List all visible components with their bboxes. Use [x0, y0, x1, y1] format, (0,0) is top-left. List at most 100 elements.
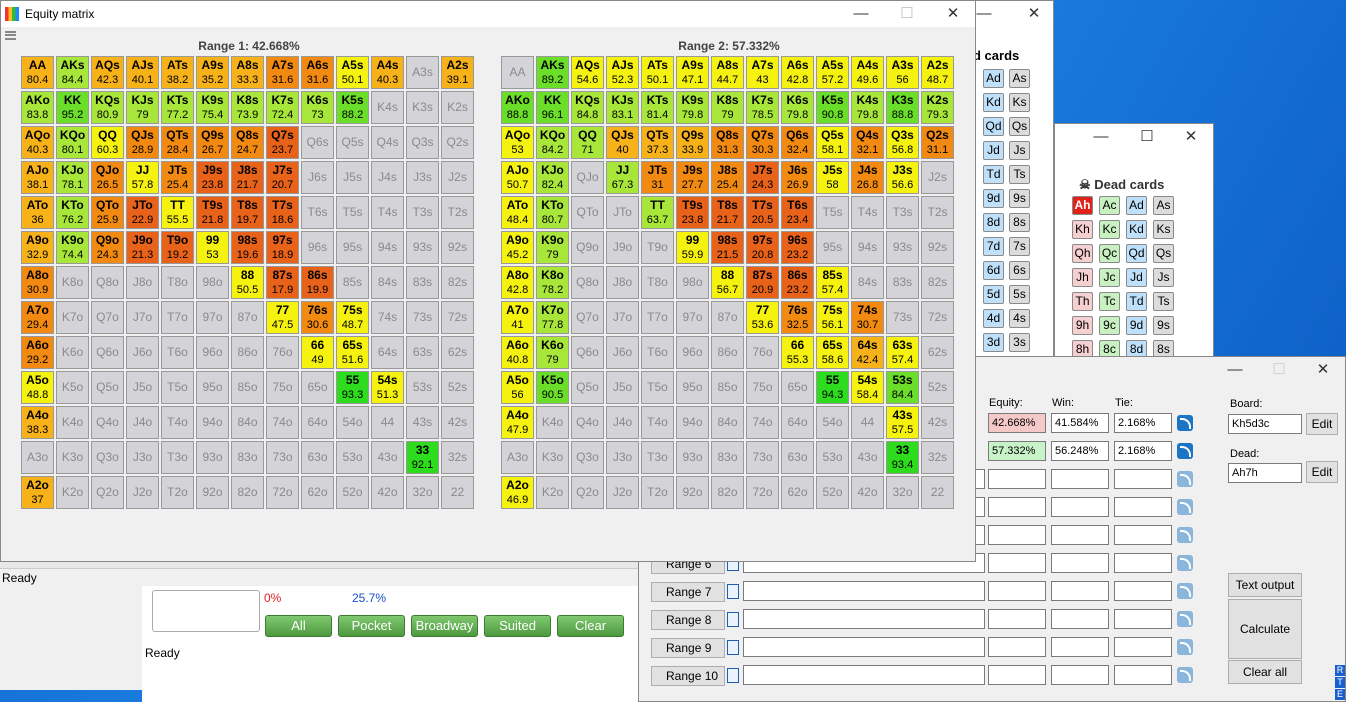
matrix-cell[interactable]: QQ 60.3 — [91, 126, 124, 159]
matrix-cell[interactable]: 87s 17.9 — [266, 266, 299, 299]
matrix-cell[interactable]: AJo 38.1 — [21, 161, 54, 194]
matrix-cell[interactable]: 72o — [266, 476, 299, 509]
matrix-cell[interactable]: 43s 57.5 — [886, 406, 919, 439]
matrix-cell[interactable]: A9o 45.2 — [501, 231, 534, 264]
matrix-cell[interactable]: 99 53 — [196, 231, 229, 264]
matrix-cell[interactable]: 75o — [746, 371, 779, 404]
matrix-cell[interactable]: 94s — [851, 231, 884, 264]
matrix-cell[interactable]: T3o — [161, 441, 194, 474]
matrix-cell[interactable]: T7s 20.5 — [746, 196, 779, 229]
signal-icon[interactable] — [1177, 471, 1193, 487]
dead-card[interactable]: Ad — [983, 69, 1004, 88]
matrix-cell[interactable]: J6s — [301, 161, 334, 194]
matrix-cell[interactable]: 52s — [441, 371, 474, 404]
matrix-cell[interactable]: K3o — [536, 441, 569, 474]
matrix-cell[interactable]: T2s — [441, 196, 474, 229]
matrix-cell[interactable]: J7s 24.3 — [746, 161, 779, 194]
matrix-cell[interactable]: A5s 50.1 — [336, 56, 369, 89]
matrix-cell[interactable]: 72s — [441, 301, 474, 334]
matrix-cell[interactable]: A8s 33.3 — [231, 56, 264, 89]
matrix-cell[interactable]: T6s — [301, 196, 334, 229]
suited-button[interactable]: Suited — [484, 615, 551, 637]
matrix-cell[interactable]: KJs 83.1 — [606, 91, 639, 124]
matrix-cell[interactable]: AA — [501, 56, 534, 89]
matrix-cell[interactable]: J4o — [126, 406, 159, 439]
matrix-cell[interactable]: QTo — [571, 196, 604, 229]
matrix-cell[interactable]: Q4o — [571, 406, 604, 439]
matrix-cell[interactable]: T5s — [336, 196, 369, 229]
dead-card[interactable]: Jd — [983, 141, 1004, 160]
dead-card[interactable]: 9h — [1072, 316, 1093, 335]
matrix-cell[interactable]: 97s 18.9 — [266, 231, 299, 264]
matrix-cell[interactable]: Q5s — [336, 126, 369, 159]
matrix-cell[interactable]: 22 — [441, 476, 474, 509]
matrix-cell[interactable]: 42s — [441, 406, 474, 439]
maximize-icon[interactable]: ☐ — [900, 5, 914, 22]
range-input[interactable] — [743, 609, 985, 629]
matrix-cell[interactable]: K6o — [56, 336, 89, 369]
matrix-cell[interactable]: 63s — [406, 336, 439, 369]
matrix-cell[interactable]: Q6o — [571, 336, 604, 369]
maximize-icon[interactable]: ☐ — [1140, 128, 1154, 145]
matrix-cell[interactable]: Q8o — [571, 266, 604, 299]
matrix-cell[interactable]: 52o — [336, 476, 369, 509]
matrix-cell[interactable]: 84s — [371, 266, 404, 299]
matrix-cell[interactable]: A5s 57.2 — [816, 56, 849, 89]
matrix-cell[interactable]: JJ 57.8 — [126, 161, 159, 194]
matrix-cell[interactable]: 92o — [676, 476, 709, 509]
matrix-cell[interactable]: A8s 44.7 — [711, 56, 744, 89]
matrix-cell[interactable]: Q2s 31.1 — [921, 126, 954, 159]
matrix-cell[interactable]: JTo 22.9 — [126, 196, 159, 229]
matrix-cell[interactable]: 95s — [816, 231, 849, 264]
matrix-cell[interactable]: K3s — [406, 91, 439, 124]
matrix-cell[interactable]: A5o 56 — [501, 371, 534, 404]
signal-icon[interactable] — [1177, 667, 1193, 683]
matrix-cell[interactable]: KK 95.2 — [56, 91, 89, 124]
matrix-cell[interactable]: 32o — [406, 476, 439, 509]
dead-card[interactable]: Qh — [1072, 244, 1093, 263]
matrix-cell[interactable]: T7s 18.6 — [266, 196, 299, 229]
matrix-cell[interactable]: K7s 72.4 — [266, 91, 299, 124]
matrix-cell[interactable]: 74o — [746, 406, 779, 439]
dead-card[interactable]: 6d — [983, 261, 1004, 280]
matrix-cell[interactable]: K2o — [536, 476, 569, 509]
matrix-cell[interactable]: K6s 73 — [301, 91, 334, 124]
matrix-cell[interactable]: 64s 42.4 — [851, 336, 884, 369]
matrix-cell[interactable]: ATs 38.2 — [161, 56, 194, 89]
matrix-cell[interactable]: A6s 31.6 — [301, 56, 334, 89]
matrix-cell[interactable]: J2o — [606, 476, 639, 509]
matrix-cell[interactable]: T8s 19.7 — [231, 196, 264, 229]
matrix-cell[interactable]: QJo 26.5 — [91, 161, 124, 194]
dead-card[interactable]: Ks — [1153, 220, 1174, 239]
matrix-cell[interactable]: A5o 48.8 — [21, 371, 54, 404]
matrix-cell[interactable]: J7o — [606, 301, 639, 334]
signal-icon[interactable] — [1177, 611, 1193, 627]
matrix-cell[interactable]: 43o — [371, 441, 404, 474]
matrix-cell[interactable]: ATo 36 — [21, 196, 54, 229]
range-button[interactable]: Range 10 — [651, 666, 725, 686]
matrix-cell[interactable]: J3s — [406, 161, 439, 194]
matrix-cell[interactable]: QTs 37.3 — [641, 126, 674, 159]
matrix-cell[interactable]: Q9s 33.9 — [676, 126, 709, 159]
matrix-cell[interactable]: A9s 47.1 — [676, 56, 709, 89]
matrix-cell[interactable]: J9o 21.3 — [126, 231, 159, 264]
matrix-cell[interactable]: Q3o — [571, 441, 604, 474]
dead-card[interactable]: Qs — [1009, 117, 1030, 136]
matrix-cell[interactable]: K7o 77.8 — [536, 301, 569, 334]
matrix-cell[interactable]: KTo 80.7 — [536, 196, 569, 229]
matrix-cell[interactable]: K8o — [56, 266, 89, 299]
matrix-cell[interactable]: A3o — [21, 441, 54, 474]
matrix-cell[interactable]: J3o — [606, 441, 639, 474]
matrix-cell[interactable]: K2o — [56, 476, 89, 509]
matrix-cell[interactable]: ATo 48.4 — [501, 196, 534, 229]
close-icon[interactable]: ✕ — [1027, 5, 1041, 22]
tray-icon-e[interactable]: E — [1335, 689, 1345, 700]
matrix-cell[interactable]: JTs 25.4 — [161, 161, 194, 194]
matrix-cell[interactable]: J9s 27.7 — [676, 161, 709, 194]
matrix-cell[interactable]: 93o — [196, 441, 229, 474]
matrix-cell[interactable]: Q8s 31.3 — [711, 126, 744, 159]
matrix-cell[interactable]: Q6o — [91, 336, 124, 369]
range-button[interactable]: Range 9 — [651, 638, 725, 658]
matrix-cell[interactable]: J5o — [126, 371, 159, 404]
matrix-cell[interactable]: Q4s — [371, 126, 404, 159]
